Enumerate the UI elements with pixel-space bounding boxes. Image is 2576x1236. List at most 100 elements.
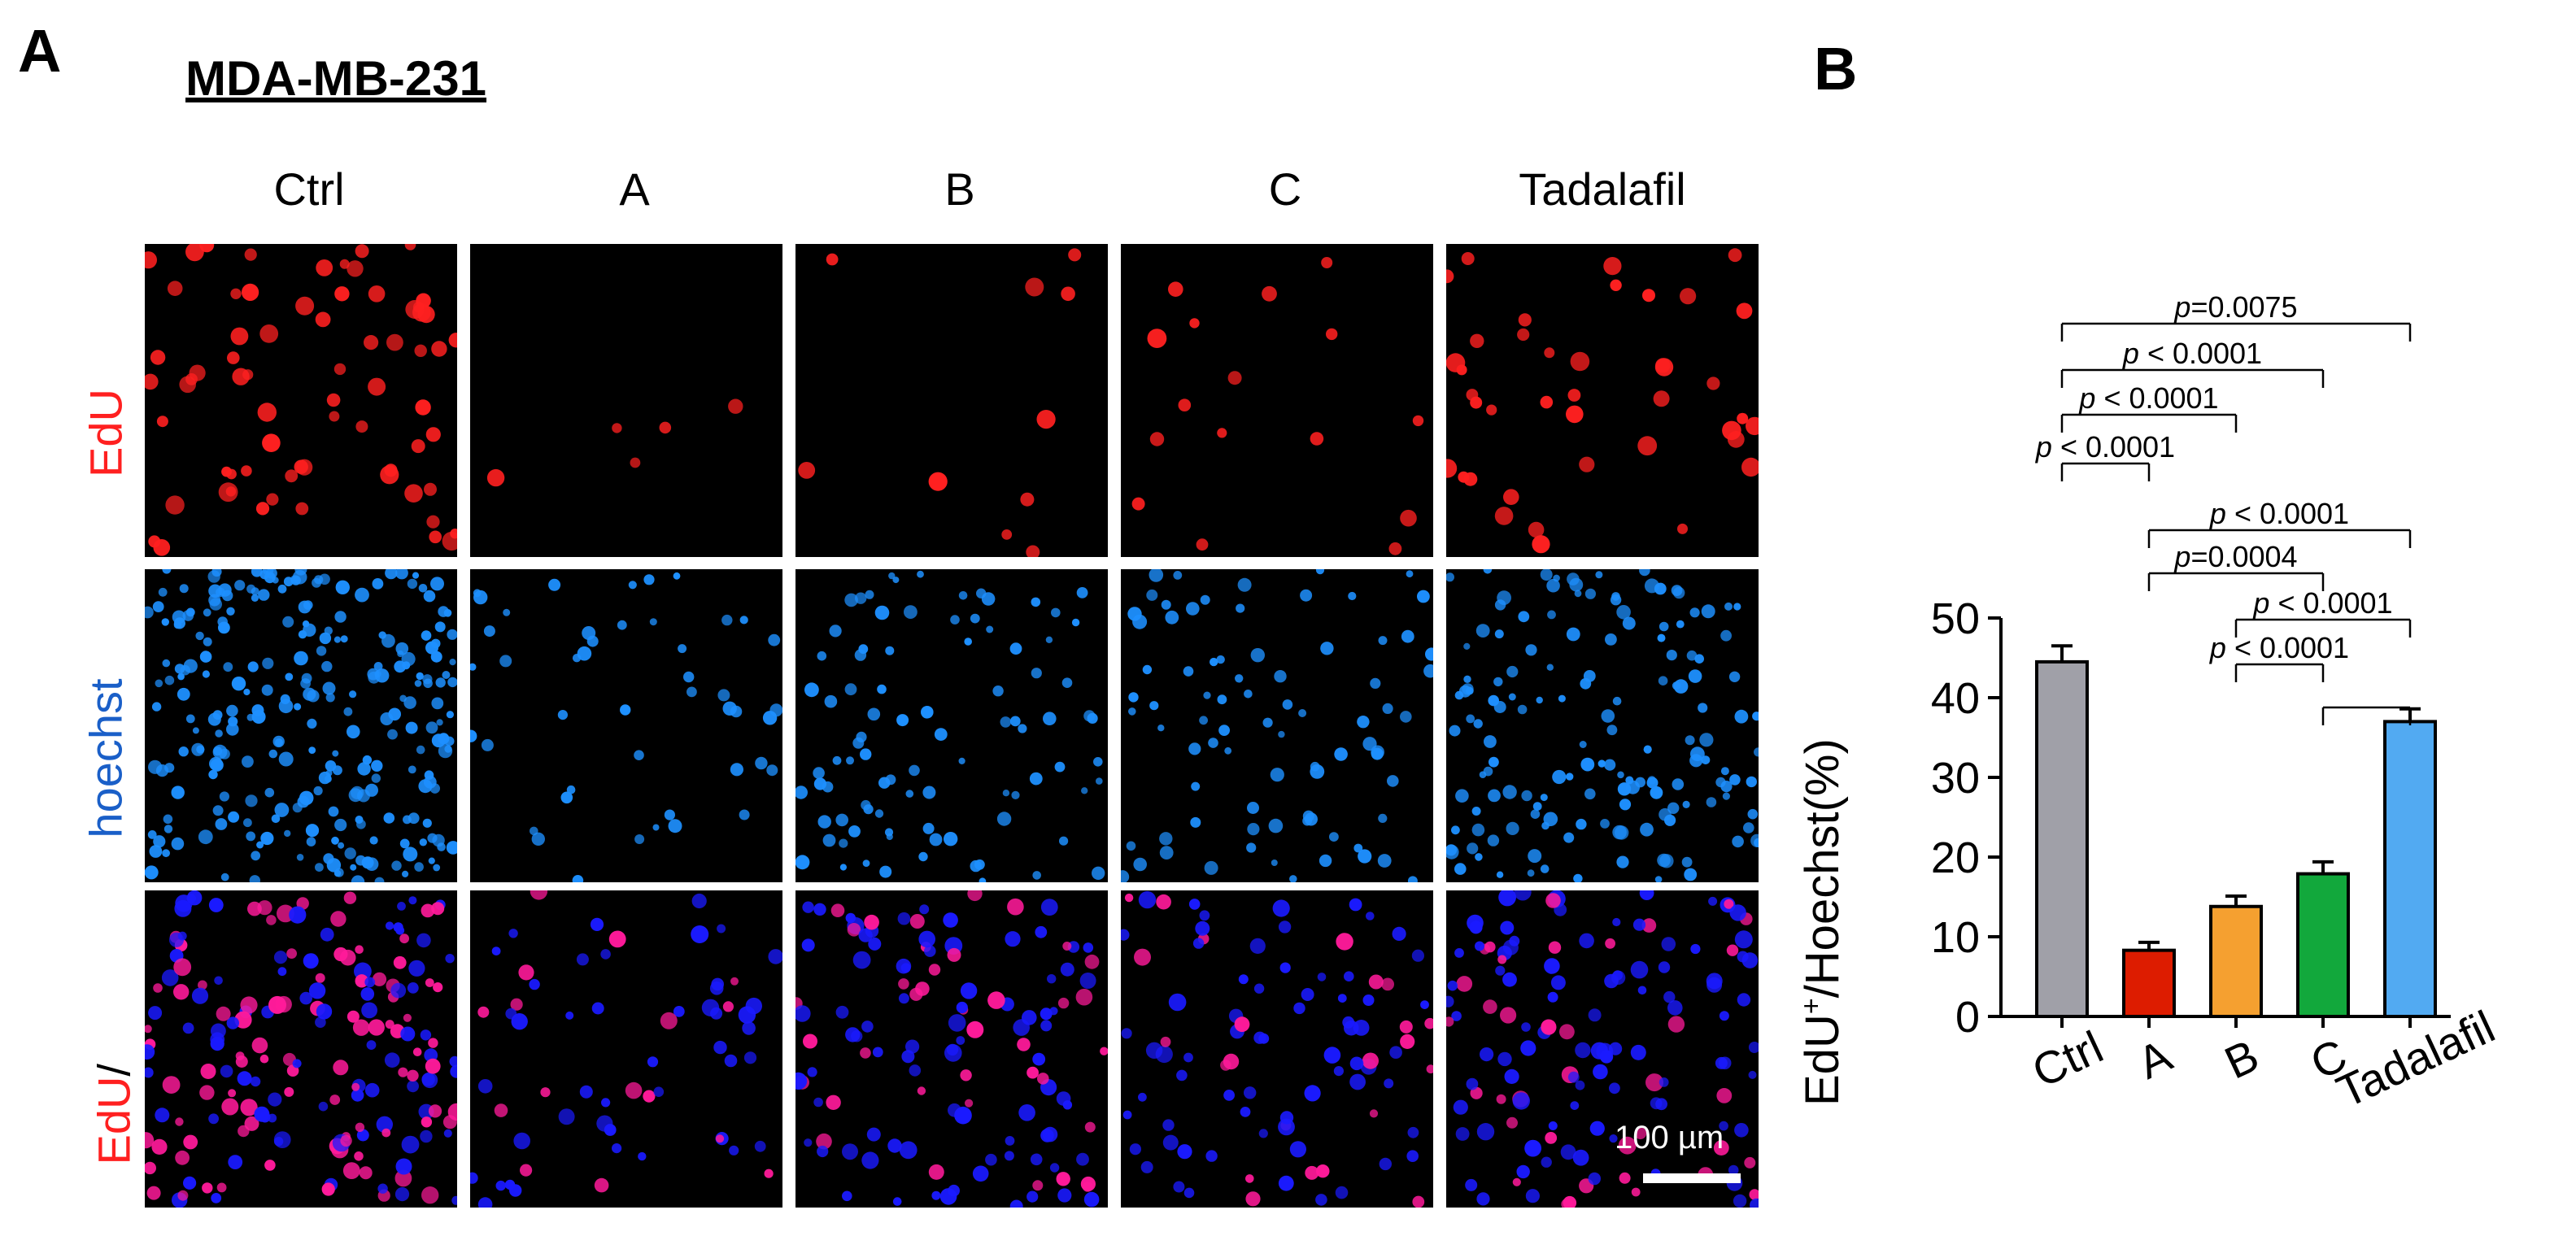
cell-nucleus: [691, 893, 707, 909]
cell-nucleus: [1278, 730, 1285, 738]
cell-nucleus: [1552, 769, 1567, 785]
cell-nucleus: [282, 616, 294, 628]
cell-nucleus: [1316, 1164, 1330, 1178]
cell-nucleus: [384, 1052, 400, 1068]
cell-nucleus: [1411, 949, 1424, 962]
cell-nucleus: [1706, 376, 1720, 390]
cell-nucleus: [804, 1138, 813, 1147]
cell-nucleus: [822, 781, 834, 793]
cell-nucleus: [1400, 711, 1412, 723]
cell-nucleus: [1455, 789, 1469, 803]
cell-nucleus: [426, 515, 440, 529]
cell-nucleus: [247, 901, 262, 916]
cell-nucleus: [967, 890, 983, 902]
cell-nucleus: [387, 729, 398, 740]
bar: [2209, 904, 2263, 1019]
cell-nucleus: [1622, 616, 1636, 630]
cell-nucleus: [1547, 991, 1558, 1003]
cell-nucleus: [385, 1020, 394, 1029]
cell-nucleus: [830, 903, 845, 917]
column-label-a: A: [619, 163, 650, 215]
cell-nucleus: [384, 464, 398, 477]
cell-nucleus: [898, 993, 909, 1004]
cell-nucleus: [1247, 802, 1259, 814]
cell-nucleus: [334, 868, 344, 877]
cell-nucleus: [1121, 929, 1130, 941]
cell-nucleus: [368, 285, 386, 302]
cell-nucleus: [1218, 725, 1230, 736]
cell-nucleus: [214, 976, 223, 986]
cell-nucleus: [395, 1158, 412, 1175]
cell-nucleus: [1548, 941, 1562, 954]
cell-nucleus: [1688, 669, 1702, 683]
cell-nucleus: [161, 618, 169, 626]
cell-nucleus: [1128, 707, 1136, 716]
micrograph-merge-a: [470, 890, 782, 1208]
cell-nucleus: [1049, 1163, 1060, 1173]
cell-nucleus: [946, 1043, 959, 1056]
cell-nucleus: [919, 904, 930, 915]
cell-nucleus: [861, 1151, 879, 1169]
cell-nucleus: [617, 620, 627, 630]
cell-nucleus: [173, 958, 192, 977]
cell-nucleus: [939, 1188, 957, 1205]
cell-nucleus: [1142, 664, 1153, 675]
cell-nucleus: [887, 1138, 902, 1153]
cell-nucleus: [1129, 1143, 1141, 1155]
cell-nucleus: [333, 363, 347, 376]
cell-nucleus: [1558, 694, 1566, 703]
cell-nucleus: [407, 982, 419, 994]
cell-nucleus: [355, 1122, 365, 1132]
micrograph-merge-ctrl: [145, 890, 457, 1208]
cell-nucleus: [1369, 1109, 1379, 1118]
cell-nucleus: [145, 865, 159, 880]
cell-nucleus: [558, 1108, 575, 1125]
cell-nucleus: [260, 831, 274, 846]
cell-nucleus: [451, 1195, 457, 1205]
cell-nucleus: [318, 771, 332, 785]
cell-nucleus: [1451, 1011, 1462, 1021]
cell-nucleus: [1706, 797, 1717, 807]
cell-nucleus: [261, 684, 273, 696]
cell-nucleus: [234, 580, 246, 591]
cell-nucleus: [586, 635, 599, 647]
cell-nucleus: [350, 864, 357, 871]
cell-nucleus: [1051, 607, 1061, 618]
cell-nucleus: [349, 690, 357, 699]
cell-nucleus: [407, 578, 418, 590]
cell-nucleus: [1100, 1047, 1108, 1055]
cell-nucleus: [1216, 655, 1225, 664]
cell-nucleus: [1358, 849, 1372, 864]
panel-a-letter: A: [18, 17, 62, 85]
cell-nucleus: [1641, 918, 1657, 933]
cell-nucleus: [1566, 627, 1580, 642]
cell-nucleus: [1406, 570, 1414, 578]
cell-nucleus: [1517, 704, 1528, 715]
cell-nucleus: [425, 978, 434, 987]
cell-nucleus: [278, 699, 294, 714]
cell-nucleus: [1040, 1008, 1053, 1021]
cell-nucleus: [846, 756, 854, 765]
cell-nucleus: [294, 459, 308, 474]
cell-nucleus: [1682, 800, 1690, 808]
micrograph-hoechst-ctrl: [145, 569, 457, 882]
cell-nucleus: [1217, 428, 1227, 438]
cell-nucleus: [1056, 1172, 1070, 1186]
cell-nucleus: [1446, 1016, 1454, 1027]
cell-nucleus: [1083, 942, 1094, 953]
cell-nucleus: [1720, 767, 1729, 776]
cell-nucleus: [483, 625, 495, 638]
cell-nucleus: [179, 584, 189, 594]
cell-nucleus: [1456, 976, 1473, 992]
cell-nucleus: [1727, 430, 1745, 448]
cell-nucleus: [495, 1180, 506, 1191]
cell-nucleus: [1483, 766, 1493, 777]
cell-nucleus: [1362, 1052, 1379, 1069]
cell-nucleus: [1454, 948, 1464, 958]
cell-nucleus: [355, 587, 369, 603]
cell-nucleus: [173, 620, 182, 629]
cell-nucleus: [1205, 1150, 1218, 1162]
cell-nucleus: [1092, 866, 1105, 880]
cell-nucleus: [1258, 1129, 1268, 1138]
